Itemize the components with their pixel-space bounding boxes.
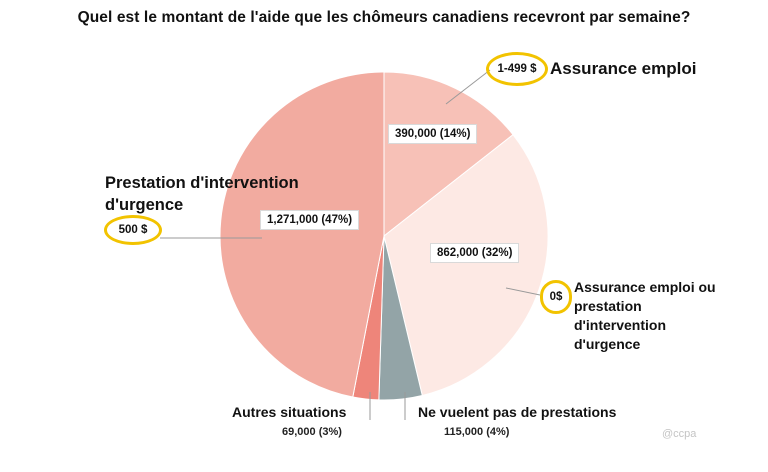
category-label-assurance-emploi: Assurance emploi (550, 59, 697, 78)
slice-prestation (219, 71, 385, 398)
category-label-ae-ou-line4: d'urgence (574, 336, 641, 352)
slice-assurance-emploi (383, 71, 514, 238)
category-label-ae-ou-line2: prestation (574, 298, 642, 314)
data-label-ae-ou-prestation: 862,000 (32%) (430, 243, 520, 263)
category-label-ae-ou-line3: d'intervention (574, 317, 666, 333)
category-label-autres: Autres situations (232, 404, 347, 420)
amount-badge-ae-ou: 0$ (540, 280, 572, 314)
watermark: @ccpa (662, 428, 697, 440)
category-label-refus: Ne vuelent pas de prestations (418, 404, 617, 420)
data-label-prestation: 1,271,000 (47%) (260, 210, 360, 230)
data-label-assurance-emploi: 390,000 (14%) (388, 124, 478, 144)
category-label-prestation-line2: d'urgence (105, 196, 184, 214)
leader-line-assurance-emploi (445, 69, 491, 105)
leader-line-ae-ou (505, 287, 541, 296)
category-label-ae-ou: Assurance emploi ou prestation d'interve… (574, 278, 716, 354)
data-label-refus: 115,000 (4%) (444, 426, 510, 438)
amount-badge-assurance-emploi: 1-499 $ (486, 52, 548, 86)
chart-title: Quel est le montant de l'aide que les ch… (77, 9, 691, 26)
data-label-autres: 69,000 (3%) (282, 426, 342, 438)
category-label-prestation: Prestation d'intervention d'urgence (105, 172, 299, 216)
category-label-prestation-line1: Prestation d'intervention (105, 174, 299, 192)
amount-badge-prestation: 500 $ (104, 215, 162, 245)
category-label-ae-ou-line1: Assurance emploi ou (574, 279, 716, 295)
slice-ae-ou-prestation (383, 134, 549, 397)
